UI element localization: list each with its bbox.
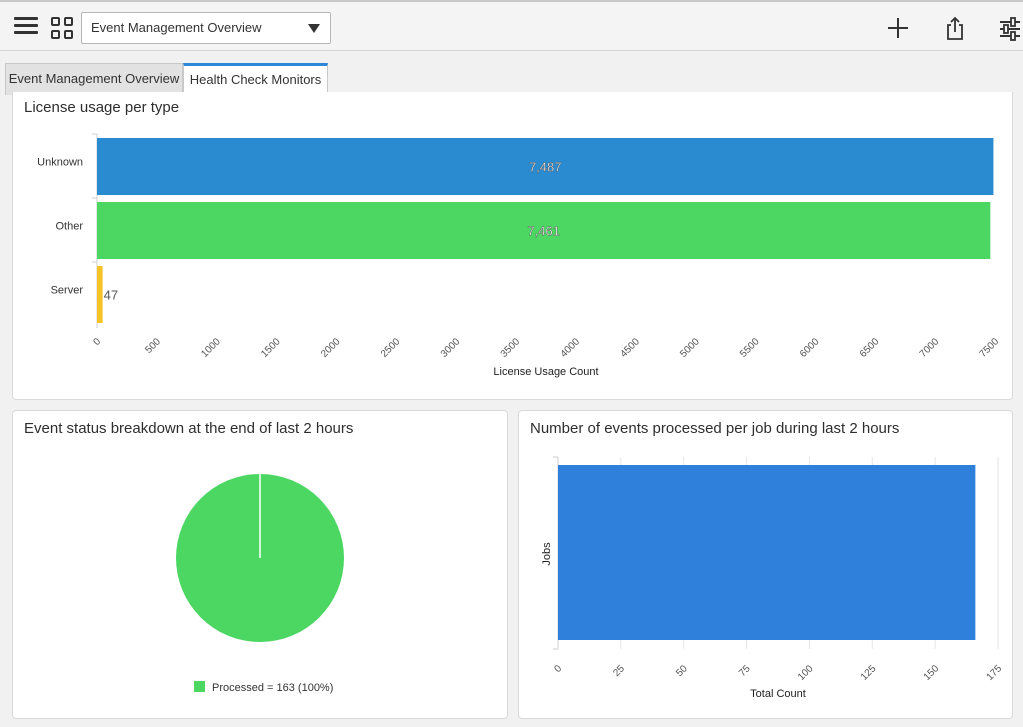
bar-data-label: 7,461 bbox=[527, 224, 560, 239]
events-per-job-chart: 0 25 50 75 100 125 150 175 Total Count Jobs bbox=[541, 456, 1005, 700]
license-usage-panel: License usage per type Unknown 7,487 Other… bbox=[12, 92, 1013, 400]
events-per-job-panel: Number of events processed per job durin… bbox=[518, 410, 1013, 719]
y-tick-label: Unknown bbox=[37, 157, 83, 169]
x-tick-label: 0 bbox=[91, 336, 103, 348]
license-usage-title: License usage per type bbox=[24, 99, 180, 116]
x-tick-label: 175 bbox=[985, 663, 1005, 683]
share-icon[interactable] bbox=[943, 15, 967, 41]
x-tick-label: 3000 bbox=[439, 336, 463, 360]
dashboards-grid-icon[interactable] bbox=[51, 17, 73, 39]
x-tick-label: 0 bbox=[552, 663, 564, 675]
x-tick-label: 4000 bbox=[559, 336, 583, 360]
x-tick-label: 500 bbox=[143, 336, 163, 356]
x-tick-label: 7000 bbox=[918, 336, 942, 360]
bar bbox=[558, 465, 976, 640]
legend-label: Processed = 163 (100%) bbox=[212, 682, 333, 694]
x-tick-label: 3500 bbox=[499, 336, 523, 360]
dashboard-select[interactable]: Event Management Overview bbox=[81, 12, 331, 44]
legend-swatch bbox=[194, 681, 205, 692]
x-axis-title: License Usage Count bbox=[493, 366, 598, 378]
x-tick-label: 6500 bbox=[858, 336, 882, 360]
bar bbox=[97, 138, 994, 195]
x-tick-label: 125 bbox=[859, 663, 879, 683]
y-tick-label: Other bbox=[55, 221, 83, 233]
x-tick-label: 5000 bbox=[678, 336, 702, 360]
add-widget-icon[interactable] bbox=[886, 15, 910, 41]
bar-data-label: 7,487 bbox=[529, 160, 562, 175]
dashboard-tabs: Event Management Overview Health Check M… bbox=[0, 51, 1023, 95]
y-axis-title: Jobs bbox=[541, 542, 553, 566]
x-tick-label: 50 bbox=[674, 663, 690, 679]
x-tick-label: 100 bbox=[796, 663, 816, 683]
x-tick-label: 2500 bbox=[379, 336, 403, 360]
x-tick-label: 5500 bbox=[738, 336, 762, 360]
tab-event-management-overview[interactable]: Event Management Overview bbox=[5, 63, 183, 95]
event-status-panel: Event status breakdown at the end of las… bbox=[12, 410, 508, 719]
bar bbox=[97, 202, 991, 259]
x-tick-label: 25 bbox=[611, 663, 627, 679]
top-toolbar: Event Management Overview bbox=[0, 0, 1023, 51]
x-tick-label: 150 bbox=[922, 663, 942, 683]
x-tick-label: 4500 bbox=[618, 336, 642, 360]
x-axis-title: Total Count bbox=[750, 688, 806, 700]
bar bbox=[97, 266, 103, 323]
x-tick-label: 1000 bbox=[199, 336, 223, 360]
dashboard-select-value: Event Management Overview bbox=[91, 20, 262, 35]
event-status-title: Event status breakdown at the end of las… bbox=[24, 420, 354, 437]
y-tick-label: Server bbox=[51, 285, 84, 297]
hamburger-menu-icon[interactable] bbox=[14, 17, 38, 37]
x-tick-label: 1500 bbox=[259, 336, 283, 360]
x-tick-label: 75 bbox=[737, 663, 753, 679]
events-per-job-title: Number of events processed per job durin… bbox=[530, 420, 900, 437]
dropdown-caret-icon bbox=[308, 24, 320, 33]
x-tick-label: 6000 bbox=[798, 336, 822, 360]
bar-data-label: 47 bbox=[104, 288, 118, 303]
license-usage-chart: Unknown 7,487 Other 7,461 Server 47 0 500 1000 15… bbox=[37, 133, 1002, 378]
x-tick-label: 7500 bbox=[978, 336, 1002, 360]
filter-settings-icon[interactable] bbox=[998, 15, 1022, 41]
tab-health-check-monitors[interactable]: Health Check Monitors bbox=[183, 63, 328, 95]
event-status-chart: Processed = 163 (100%) bbox=[176, 474, 344, 694]
x-tick-label: 2000 bbox=[319, 336, 343, 360]
